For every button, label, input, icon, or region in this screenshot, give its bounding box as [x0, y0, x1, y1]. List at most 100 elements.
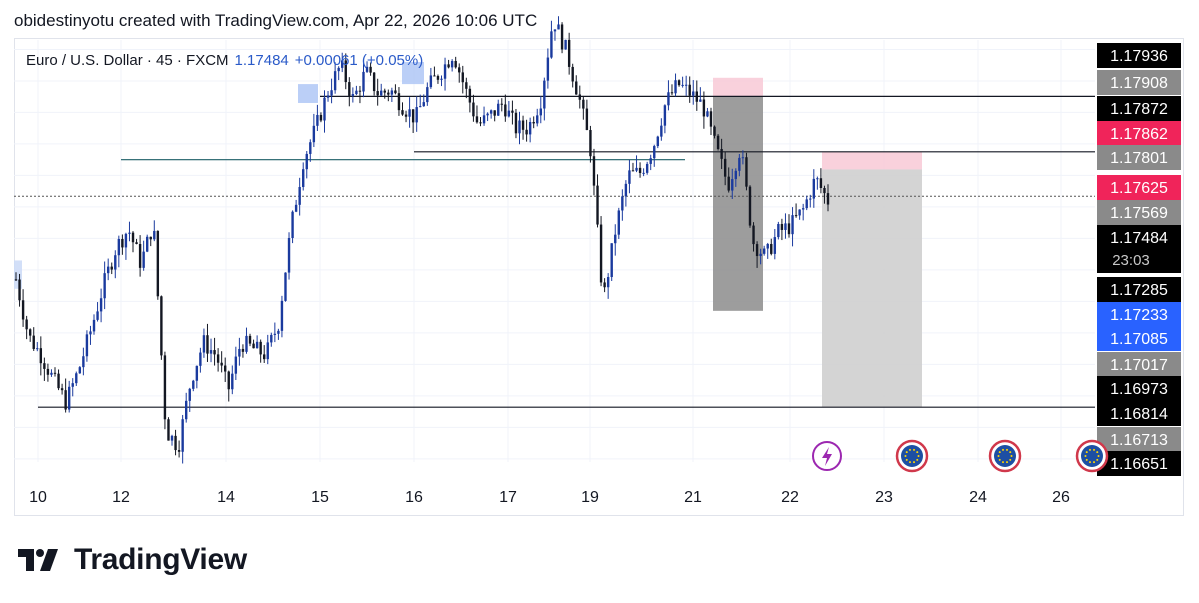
candle-body — [117, 238, 121, 256]
candle-body — [716, 135, 720, 149]
candle-body — [85, 334, 89, 357]
candle-body — [536, 115, 539, 124]
candle-body — [106, 266, 110, 274]
candle-body — [443, 64, 447, 79]
horizontal-levels — [14, 95, 1095, 408]
candle-body — [614, 234, 617, 244]
candle-body — [791, 215, 794, 235]
eu-flag-icon-star — [1088, 448, 1091, 451]
take-profit-zone — [822, 169, 922, 408]
price-label-background — [1097, 401, 1181, 426]
time-axis: 10 12 14 15 16 17 19 21 22 23 24 26 — [29, 489, 1070, 506]
candle-body — [408, 109, 411, 117]
candle-body — [809, 198, 812, 200]
tradingview-logo[interactable]: TradingView — [18, 543, 247, 577]
candle-body — [224, 365, 227, 372]
candle-body — [227, 371, 230, 390]
price-label-text: 1.17801 — [1110, 150, 1168, 167]
candle-body — [727, 176, 730, 191]
candle-body — [667, 92, 670, 106]
candle-body — [188, 388, 191, 401]
candle-body — [351, 94, 355, 96]
candle-body — [635, 167, 638, 171]
candle-body — [489, 110, 493, 114]
candle-body — [241, 348, 245, 352]
price-label-text: 1.16814 — [1110, 406, 1168, 423]
candle-body — [780, 223, 784, 230]
candle-body — [128, 232, 131, 234]
candle-body — [762, 248, 766, 254]
candle-body — [284, 272, 287, 301]
prior-target-zone — [713, 96, 763, 311]
candle-body — [479, 122, 482, 124]
time-tick-label: 19 — [581, 489, 599, 506]
candles — [14, 16, 830, 464]
candle-body — [96, 311, 99, 320]
candle-body — [411, 109, 415, 123]
price-label-background — [1097, 302, 1181, 327]
candle-body — [273, 333, 277, 335]
eu-flag-icon — [1075, 439, 1109, 473]
candle-body — [543, 80, 546, 109]
candle-body — [216, 354, 220, 363]
candle-body — [376, 91, 379, 96]
eu-flag-icon-star — [1096, 451, 1099, 454]
time-tick-label: 10 — [29, 489, 47, 506]
candle-body — [798, 209, 801, 216]
candle-body — [557, 24, 560, 30]
candle-body — [546, 57, 550, 81]
price-label-text: 1.16973 — [1110, 381, 1168, 398]
candle-body — [298, 186, 301, 205]
candle-body — [560, 24, 564, 50]
candle-body — [606, 277, 610, 288]
eu-flag-icon-star — [1088, 461, 1091, 464]
candle-body — [734, 170, 738, 180]
candle-body — [252, 343, 255, 349]
brand-name: TradingView — [74, 543, 247, 576]
candle-body — [220, 362, 223, 366]
eu-flag-icon-star — [1009, 451, 1012, 454]
candle-body — [731, 179, 734, 191]
price-axis: 1.17936 1.17908 1.17872 1.17862 1.17801 1.176… — [1097, 43, 1181, 476]
candle-body — [145, 236, 149, 252]
eu-flag-icon-star — [1009, 458, 1012, 461]
candle-body — [497, 103, 500, 116]
candle-body — [617, 210, 620, 235]
symbol-legend: Euro / U.S. Dollar · 45 · FXCM 1.17484 +0.… — [26, 52, 423, 69]
candle-body — [663, 105, 667, 126]
candle-body — [525, 129, 528, 135]
candle-body — [521, 120, 525, 130]
candle-body — [369, 66, 372, 73]
candle-body — [794, 215, 798, 217]
candle-body — [372, 72, 376, 92]
candle-body — [454, 60, 457, 68]
candle-body — [25, 319, 28, 330]
candle-body — [589, 130, 592, 157]
candle-body — [784, 223, 787, 230]
candle-body — [628, 170, 631, 184]
prior-stop-zone — [713, 77, 763, 97]
candle-body — [787, 223, 791, 235]
candle-body — [209, 350, 213, 354]
candle-body — [575, 81, 578, 95]
time-tick-label: 24 — [969, 489, 987, 506]
price-change: +0.00061 (+0.05%) — [294, 52, 424, 69]
candle-body — [770, 243, 773, 254]
price-label-background — [1097, 121, 1181, 146]
eu-flag-icon-star — [905, 458, 908, 461]
candle-body — [645, 163, 649, 173]
candle-body — [280, 300, 284, 331]
candle-body — [695, 91, 699, 102]
candle-body — [138, 244, 142, 268]
candle-body — [14, 279, 18, 281]
eu-flag-icon-star — [905, 451, 908, 454]
candle-body — [429, 75, 433, 88]
candle-body — [344, 60, 347, 83]
time-tick-label: 26 — [1052, 489, 1070, 506]
eu-flag-icon-star — [1097, 455, 1100, 457]
candle-body — [748, 186, 752, 226]
candle-body — [504, 104, 507, 117]
candle-body — [677, 80, 681, 86]
candle-body — [631, 170, 635, 172]
